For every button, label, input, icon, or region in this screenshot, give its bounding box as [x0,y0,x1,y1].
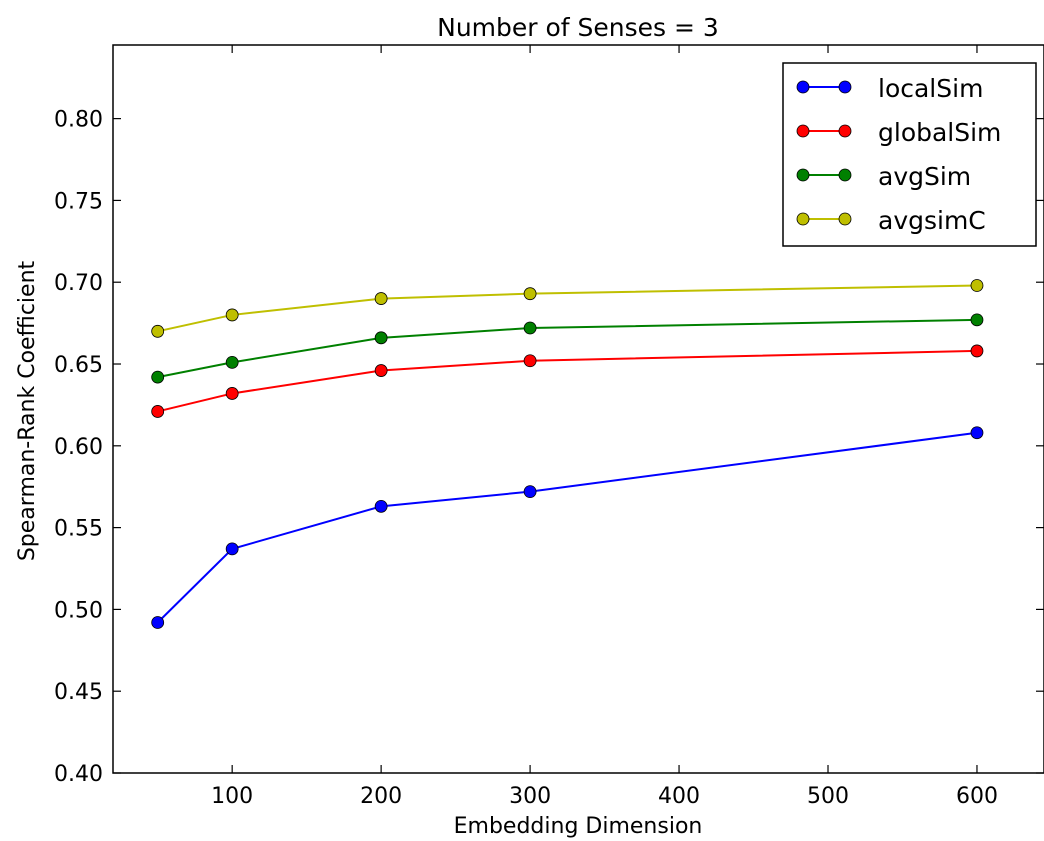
legend-box [782,62,1037,247]
x-tick-label: 600 [956,784,998,809]
y-tick-label: 0.55 [54,517,103,542]
data-point [970,279,984,292]
data-point [225,387,239,400]
data-point [523,354,537,368]
data-point [151,370,165,384]
data-point [374,364,388,377]
y-tick-label: 0.80 [54,108,103,133]
data-point [151,324,165,338]
y-tick-label: 0.60 [54,435,103,460]
x-tick-label: 200 [360,784,402,809]
data-point [970,426,984,440]
data-point [523,321,537,335]
x-tick-label: 300 [509,784,551,809]
y-tick-label: 0.70 [54,271,103,296]
series-globalSim [151,344,984,418]
data-point [151,405,165,418]
series-line [157,349,977,413]
legend-marker [838,168,852,182]
series-line [156,431,978,624]
plot-frame [112,44,1044,774]
x-axis-label: Embedding Dimension [454,814,703,839]
data-point [225,355,239,369]
data-point [523,485,537,499]
x-tick-label: 100 [211,784,253,809]
chart-title: Number of Senses = 3 [437,13,719,42]
legend-label: localSim [878,74,983,103]
y-tick-label: 0.65 [54,353,103,378]
y-tick-label: 0.45 [54,680,103,705]
data-point [970,313,984,327]
data-point [970,344,984,358]
legend-marker [796,124,810,138]
legend-label: avgSim [878,162,971,191]
series-localSim [151,426,984,629]
x-tick-label: 400 [658,784,700,809]
data-point [225,542,239,556]
y-tick-label: 0.75 [54,189,103,214]
legend-marker [838,124,852,138]
legend-marker [796,80,810,94]
data-point [151,616,165,629]
y-axis-label: Spearman-Rank Coefficient [15,260,40,561]
axes-layer: 100 200 300 400 500 600 0.40 0.45 0.50 0.55 0.60 0.… [54,44,1044,809]
data-point [374,292,388,305]
legend: localSim globalSim avgSim avgsimC [782,62,1037,247]
legend-marker [796,212,810,226]
legend-marker [796,168,810,182]
legend-label: globalSim [878,118,1001,147]
series-avgSim [151,313,984,384]
series-line [157,318,977,379]
data-point [225,308,239,322]
x-tick-label: 500 [807,784,849,809]
data-point [523,287,537,301]
y-tick-label: 0.40 [54,762,103,787]
y-tick-label: 0.50 [54,598,103,623]
legend-marker [838,80,852,94]
legend-marker [838,212,852,226]
series-avgsimC [151,279,984,338]
legend-label: avgsimC [878,206,986,235]
series-line [157,284,977,333]
data-point [374,499,388,513]
series-layer [151,279,984,629]
data-point [374,331,388,345]
